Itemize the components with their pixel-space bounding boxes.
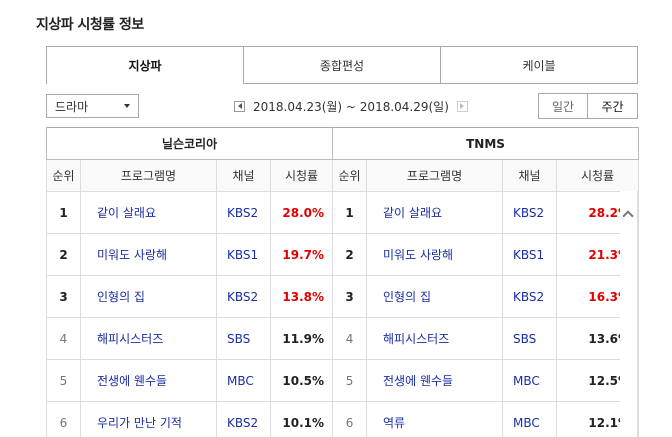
ratings-table: 닐슨코리아 TNMS 순위 프로그램명 채널 시청률 순위 프로그램명 채널 시… bbox=[45, 127, 640, 437]
tab-cable[interactable]: 케이블 bbox=[441, 46, 638, 84]
program-link[interactable]: 인형의 집 bbox=[366, 275, 504, 318]
table-row: 1 같이 살래요 KBS2 28.0% 1 같이 살래요 KBS2 28.2% bbox=[46, 191, 640, 234]
scroll-gutter bbox=[620, 191, 638, 437]
period-toggle: 일간 주간 bbox=[538, 93, 638, 119]
caret-down-icon bbox=[124, 104, 130, 108]
channel-link[interactable]: KBS2 bbox=[216, 401, 271, 437]
table-row: 4 해피시스터즈 SBS 11.9% 4 해피시스터즈 SBS 13.6% bbox=[46, 317, 640, 360]
channel-link[interactable]: KBS2 bbox=[502, 191, 558, 234]
channel-link[interactable]: KBS1 bbox=[216, 233, 271, 276]
program-link[interactable]: 우리가 만난 기적 bbox=[80, 401, 217, 437]
rating-cell: 10.1% bbox=[269, 401, 334, 437]
col-program: 프로그램명 bbox=[366, 159, 504, 192]
rank-cell: 1 bbox=[46, 191, 81, 234]
tab-divider bbox=[244, 83, 638, 84]
program-link[interactable]: 같이 살래요 bbox=[366, 191, 504, 234]
channel-link[interactable]: SBS bbox=[216, 317, 271, 360]
rating-cell: 10.5% bbox=[269, 359, 334, 402]
col-channel: 채널 bbox=[216, 159, 271, 192]
program-link[interactable]: 미워도 사랑해 bbox=[366, 233, 504, 276]
chevron-up-icon bbox=[622, 210, 634, 222]
arrow-left-icon bbox=[237, 103, 242, 109]
program-link[interactable]: 전생에 웬수들 bbox=[80, 359, 217, 402]
rank-cell: 4 bbox=[332, 317, 368, 360]
col-channel: 채널 bbox=[502, 159, 558, 192]
rank-cell: 5 bbox=[332, 359, 368, 402]
rank-cell: 6 bbox=[332, 401, 368, 437]
rank-cell: 2 bbox=[332, 233, 368, 276]
channel-link[interactable]: SBS bbox=[502, 317, 558, 360]
rating-cell: 11.9% bbox=[269, 317, 334, 360]
program-link[interactable]: 전생에 웬수들 bbox=[366, 359, 504, 402]
page-title: 지상파 시청률 정보 bbox=[36, 17, 144, 33]
source-nielsen: 닐슨코리아 bbox=[45, 127, 334, 160]
genre-select-value: 드라마 bbox=[55, 99, 89, 114]
channel-link[interactable]: MBC bbox=[502, 359, 558, 402]
weekly-button[interactable]: 주간 bbox=[588, 93, 638, 119]
table-row: 6 우리가 만난 기적 KBS2 10.1% 6 역류 MBC 12.1% bbox=[46, 401, 640, 437]
program-link[interactable]: 미워도 사랑해 bbox=[80, 233, 217, 276]
tab-general-programming[interactable]: 종합편성 bbox=[244, 46, 441, 84]
program-link[interactable]: 같이 살래요 bbox=[80, 191, 217, 234]
date-navigator: 2018.04.23(월) ~ 2018.04.29(일) bbox=[234, 96, 468, 116]
rank-cell: 6 bbox=[46, 401, 81, 437]
rank-cell: 5 bbox=[46, 359, 81, 402]
channel-link[interactable]: KBS2 bbox=[502, 275, 558, 318]
rating-cell: 28.0% bbox=[269, 191, 334, 234]
table-row: 2 미워도 사랑해 KBS1 19.7% 2 미워도 사랑해 KBS1 21.3… bbox=[46, 233, 640, 276]
ratings-table-container: 닐슨코리아 TNMS 순위 프로그램명 채널 시청률 순위 프로그램명 채널 시… bbox=[45, 127, 640, 437]
program-link[interactable]: 해피시스터즈 bbox=[80, 317, 217, 360]
channel-link[interactable]: MBC bbox=[216, 359, 271, 402]
arrow-right-icon bbox=[460, 103, 465, 109]
channel-link[interactable]: KBS2 bbox=[216, 191, 271, 234]
channel-link[interactable]: KBS1 bbox=[502, 233, 558, 276]
col-rating: 시청률 bbox=[269, 159, 334, 192]
rank-cell: 2 bbox=[46, 233, 81, 276]
col-rank: 순위 bbox=[46, 159, 81, 192]
rank-cell: 4 bbox=[46, 317, 81, 360]
tab-bar: 지상파 종합편성 케이블 bbox=[46, 46, 638, 84]
genre-select[interactable]: 드라마 bbox=[46, 94, 139, 118]
daily-button[interactable]: 일간 bbox=[538, 93, 588, 119]
channel-link[interactable]: MBC bbox=[502, 401, 558, 437]
rating-cell: 19.7% bbox=[269, 233, 334, 276]
rank-cell: 3 bbox=[46, 275, 81, 318]
prev-week-button[interactable] bbox=[234, 100, 245, 112]
program-link[interactable]: 역류 bbox=[366, 401, 504, 437]
program-link[interactable]: 해피시스터즈 bbox=[366, 317, 504, 360]
date-range-label: 2018.04.23(월) ~ 2018.04.29(일) bbox=[253, 99, 449, 114]
channel-link[interactable]: KBS2 bbox=[216, 275, 271, 318]
table-row: 3 인형의 집 KBS2 13.8% 3 인형의 집 KBS2 16.3% bbox=[46, 275, 640, 318]
source-tnms: TNMS bbox=[332, 127, 640, 160]
col-program: 프로그램명 bbox=[80, 159, 217, 192]
col-rank: 순위 bbox=[332, 159, 368, 192]
rank-cell: 3 bbox=[332, 275, 368, 318]
rank-cell: 1 bbox=[332, 191, 368, 234]
rating-cell: 13.8% bbox=[269, 275, 334, 318]
tab-terrestrial[interactable]: 지상파 bbox=[46, 46, 244, 84]
col-rating: 시청률 bbox=[556, 159, 640, 192]
program-link[interactable]: 인형의 집 bbox=[80, 275, 217, 318]
next-week-button[interactable] bbox=[456, 100, 468, 112]
scroll-up-button[interactable] bbox=[620, 206, 636, 222]
table-row: 5 전생에 웬수들 MBC 10.5% 5 전생에 웬수들 MBC 12.5% bbox=[46, 359, 640, 402]
